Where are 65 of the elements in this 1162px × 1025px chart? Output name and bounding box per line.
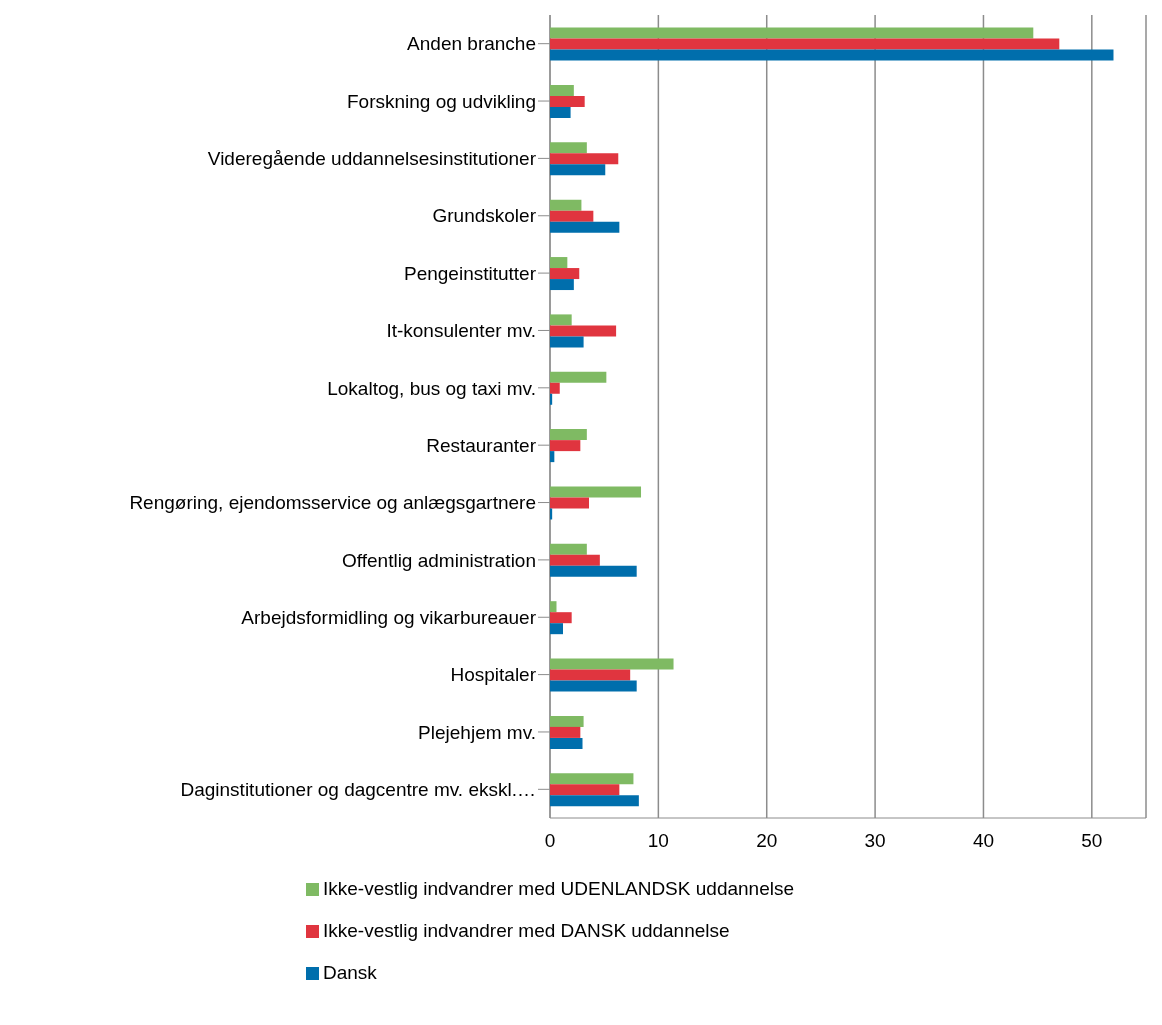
bar: [550, 38, 1060, 50]
bar: [550, 199, 582, 211]
bar: [550, 84, 574, 96]
bar: [550, 726, 581, 738]
y-tick-label: Grundskoler: [432, 205, 537, 227]
bar: [550, 164, 606, 176]
bar: [550, 314, 572, 326]
bar: [550, 680, 637, 692]
bar: [550, 393, 553, 405]
y-tick-label: Hospitaler: [450, 664, 537, 686]
bar: [550, 773, 634, 785]
bar: [550, 601, 557, 613]
y-tick-label: Anden branche: [407, 33, 536, 55]
x-tick-label: 50: [1081, 830, 1103, 852]
bar: [550, 336, 584, 348]
bar: [550, 257, 568, 269]
x-tick-label: 10: [647, 830, 669, 852]
y-tick-label: It-konsulenter mv.: [386, 320, 536, 342]
bar: [550, 715, 584, 727]
bar: [550, 565, 637, 577]
x-tick-label: 20: [756, 830, 778, 852]
bar: [550, 106, 571, 118]
bar: [550, 221, 620, 233]
bar: [550, 497, 590, 509]
bar: [550, 325, 617, 337]
bar: [550, 153, 619, 165]
x-tick-label: 0: [544, 830, 556, 852]
y-tick-label: Forskning og udvikling: [346, 90, 536, 112]
y-tick-label: Pengeinstitutter: [403, 262, 537, 284]
y-tick-label: Arbejdsformidling og vikarbureauer: [241, 606, 537, 628]
bar: [550, 612, 572, 624]
bar: [550, 795, 639, 807]
bar: [550, 268, 580, 280]
y-tick-label: Videregående uddannelsesinstitutioner: [207, 148, 537, 170]
bar: [550, 543, 587, 555]
legend-label: Ikke-vestlig indvandrer med UDENLANDSK uddannelse: [323, 878, 795, 900]
y-tick-label: Plejehjem mv.: [418, 721, 536, 743]
y-tick-label: Offentlig administration: [342, 549, 536, 571]
x-tick-label: 40: [972, 830, 995, 852]
bar: [550, 623, 563, 635]
bar: [550, 279, 574, 291]
y-tick-label: Rengøring, ejendomsservice og anlægsgartnere: [129, 492, 536, 514]
bar: [550, 554, 600, 566]
bar: [550, 95, 585, 107]
y-tick-label: Lokaltog, bus og taxi mv.: [327, 377, 536, 399]
bar: [550, 451, 555, 463]
bar: [550, 49, 1114, 61]
bar: [550, 371, 607, 383]
y-tick-label: Daginstitutioner og dagcentre mv. ekskl.…: [180, 779, 536, 801]
bar: [550, 210, 594, 222]
bar: [550, 382, 560, 394]
bar: [550, 486, 642, 498]
bar: [550, 658, 674, 670]
bar: [550, 142, 587, 154]
legend-label: Ikke-vestlig indvandrer med DANSK uddannelse: [323, 920, 730, 942]
x-tick-label: 30: [864, 830, 886, 852]
bar: [550, 440, 581, 452]
bar: [550, 27, 1034, 39]
legend-label: Dansk: [323, 962, 377, 984]
bar: [550, 508, 553, 520]
y-tick-label: Restauranter: [426, 434, 537, 456]
bar: [550, 784, 620, 796]
bar: [550, 429, 587, 441]
bar: [550, 737, 583, 749]
bar: [550, 669, 631, 681]
